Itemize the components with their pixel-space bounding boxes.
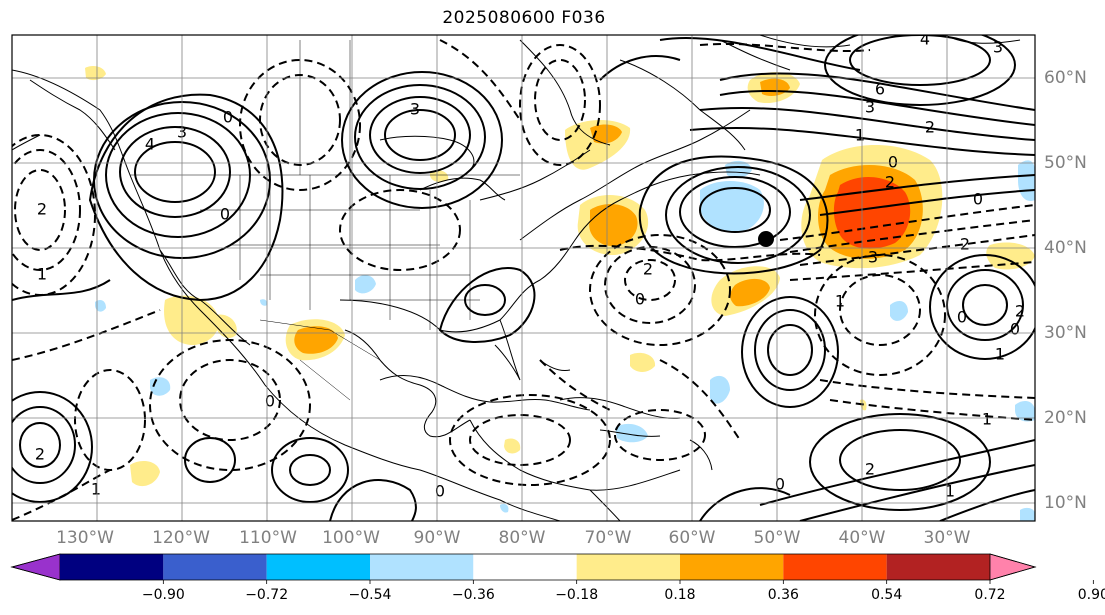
graticule bbox=[12, 35, 1035, 521]
colorbar-tick-label: −0.90 bbox=[141, 587, 185, 603]
contour-value-label: 1 bbox=[945, 482, 955, 501]
longitude-label: 70°W bbox=[584, 528, 632, 548]
contour-value-label: 1 bbox=[91, 480, 101, 499]
contour-value-label: 2 bbox=[37, 200, 47, 219]
contour-value-label: 1 bbox=[995, 345, 1005, 364]
contour-value-label: 2 bbox=[925, 118, 935, 137]
colorbar-tick-label: −0.18 bbox=[555, 587, 599, 603]
contour-value-label: 2 bbox=[885, 173, 895, 192]
longitude-label: 40°W bbox=[838, 528, 886, 548]
latitude-label: 20°N bbox=[1044, 408, 1087, 428]
contour-value-label: 6 bbox=[875, 80, 885, 99]
colorbar-segment bbox=[576, 554, 680, 580]
colorbar bbox=[10, 553, 1094, 584]
longitude-label: 80°W bbox=[498, 528, 546, 548]
contour-value-label: 3 bbox=[410, 100, 420, 119]
longitude-label: 100°W bbox=[322, 528, 380, 548]
contour-value-label: 0 bbox=[635, 290, 645, 309]
contour-value-label: 2 bbox=[35, 445, 45, 464]
longitude-label: 50°W bbox=[753, 528, 801, 548]
colorbar-segment bbox=[886, 554, 990, 580]
colorbar-extend-min bbox=[10, 553, 61, 581]
contour-value-label: 3 bbox=[865, 98, 875, 117]
colorbar-tick-label: 0.36 bbox=[767, 587, 799, 603]
contour-value-label: 0 bbox=[888, 153, 898, 172]
latitude-label: 40°N bbox=[1044, 238, 1087, 258]
colorbar-tick-label: 0.72 bbox=[974, 587, 1006, 603]
contour-value-label: 2 bbox=[865, 460, 875, 479]
contour-value-label: 1 bbox=[835, 292, 845, 311]
longitude-label: 130°W bbox=[56, 528, 114, 548]
contour-value-label: 3 bbox=[868, 248, 878, 267]
colorbar-tick-label: 0.54 bbox=[871, 587, 903, 603]
shading-positive bbox=[85, 66, 1035, 487]
contour-value-label: 4 bbox=[145, 135, 155, 154]
colorbar-tick-label: 0.18 bbox=[664, 587, 696, 603]
colorbar-tick-label: −0.54 bbox=[348, 587, 392, 603]
contour-value-label: 0 bbox=[775, 475, 785, 494]
contour-value-label: 1 bbox=[855, 126, 865, 145]
dashed-contours bbox=[12, 39, 1035, 521]
map-title: 2025080600 F036 bbox=[442, 8, 606, 28]
colorbar-segment bbox=[163, 554, 267, 580]
latitude-label: 30°N bbox=[1044, 323, 1087, 343]
contour-value-label: 2 bbox=[1015, 302, 1025, 321]
contour-value-label: 0 bbox=[957, 308, 967, 327]
contour-value-label: 2 bbox=[643, 260, 653, 279]
longitude-label: 90°W bbox=[413, 528, 461, 548]
storm-center-marker bbox=[758, 231, 774, 247]
contour-value-label: 1 bbox=[982, 410, 992, 429]
latitude-label: 10°N bbox=[1044, 493, 1087, 513]
colorbar-segment bbox=[473, 554, 577, 580]
contour-value-label: 0 bbox=[1010, 320, 1020, 339]
colorbar-tick-label: −0.36 bbox=[451, 587, 495, 603]
contour-value-label: 1 bbox=[37, 265, 47, 284]
longitude-label: 110°W bbox=[239, 528, 297, 548]
contour-value-label: 3 bbox=[993, 38, 1003, 57]
colorbar-extend-max bbox=[989, 553, 1037, 581]
coastlines bbox=[12, 35, 1021, 521]
longitude-label: 60°W bbox=[668, 528, 716, 548]
colorbar-segment bbox=[680, 554, 784, 580]
contour-value-label: 4 bbox=[920, 30, 930, 49]
colorbar-segment bbox=[783, 554, 887, 580]
colorbar-segment bbox=[370, 554, 474, 580]
contour-value-label: 0 bbox=[220, 205, 230, 224]
contour-value-label: 0 bbox=[223, 108, 233, 127]
latitude-label: 50°N bbox=[1044, 153, 1087, 173]
colorbar-tick-label: −0.72 bbox=[245, 587, 289, 603]
longitude-label: 30°W bbox=[923, 528, 971, 548]
solid-contours bbox=[12, 35, 1035, 521]
colorbar-segment bbox=[266, 554, 370, 580]
colorbar-tick-label: 0.90 bbox=[1077, 587, 1105, 603]
map-frame bbox=[11, 34, 1036, 522]
longitude-label: 120°W bbox=[152, 528, 210, 548]
latitude-label: 60°N bbox=[1044, 68, 1087, 88]
contour-value-label: 2 bbox=[960, 235, 970, 254]
colorbar-segment bbox=[60, 554, 164, 580]
contour-value-label: 0 bbox=[265, 392, 275, 411]
contour-value-label: 0 bbox=[435, 482, 445, 501]
contour-value-label: 0 bbox=[973, 190, 983, 209]
